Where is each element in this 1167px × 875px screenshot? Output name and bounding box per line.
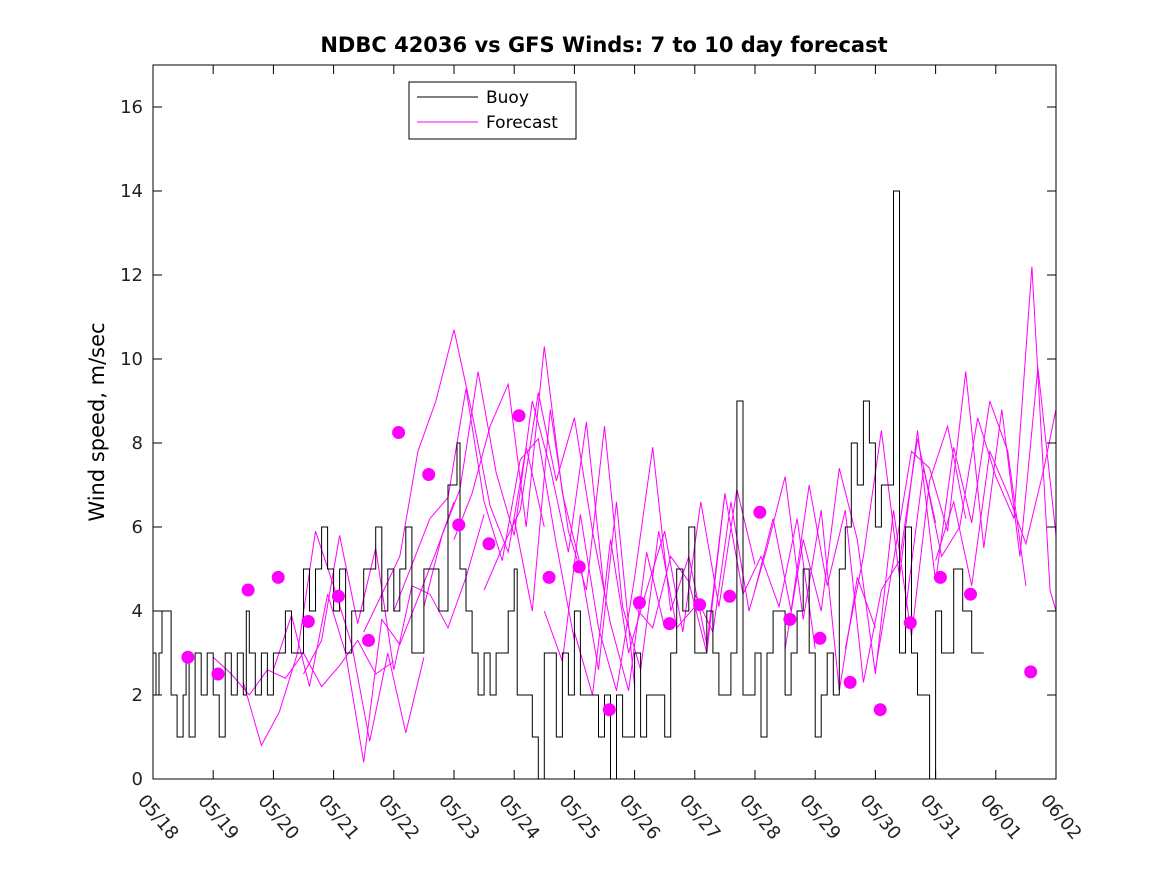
- x-tick-label-7: 05/25: [555, 791, 604, 844]
- buoy-series-line: [153, 190, 984, 780]
- x-tick-label-8: 05/26: [615, 791, 664, 844]
- x-tick-label-3: 05/21: [314, 791, 363, 844]
- x-tick-label-14: 06/01: [976, 791, 1025, 844]
- forecast-marker-5: [301, 615, 315, 628]
- forecast-run-line-9: [483, 392, 666, 691]
- forecast-marker-18: [693, 598, 707, 612]
- x-tick-label-6: 05/24: [494, 791, 543, 844]
- forecast-marker-9: [422, 468, 436, 481]
- forecast-marker-25: [903, 616, 917, 630]
- forecast-marker-21: [783, 612, 797, 626]
- x-tick-label-9: 05/27: [675, 791, 724, 844]
- forecast-marker-22: [813, 631, 827, 645]
- forecast-run-line-20: [935, 409, 1057, 586]
- y-tick-label-8: 8: [132, 433, 143, 454]
- forecast-run-line-15: [754, 438, 937, 683]
- forecast-marker-11: [482, 537, 496, 551]
- forecast-run-line-12: [573, 489, 756, 696]
- axes-frame: [152, 64, 1057, 780]
- forecast-run-line-7: [423, 371, 605, 607]
- forecast-marker-16: [632, 596, 646, 610]
- forecast-marker-15: [602, 703, 616, 717]
- x-tick-label-0: 05/18: [133, 791, 182, 844]
- forecast-run-line-13: [634, 493, 816, 654]
- forecast-run-line-8: [453, 346, 636, 687]
- y-tick-label-14: 14: [120, 181, 143, 202]
- forecast-marker-17: [663, 617, 676, 631]
- x-tick-label-13: 05/31: [916, 791, 965, 844]
- legend-forecast-label: Forecast: [486, 113, 558, 133]
- y-tick-label-6: 6: [132, 517, 143, 538]
- y-tick-label-10: 10: [120, 349, 143, 370]
- y-axis-label: Wind speed, m/sec: [85, 322, 109, 521]
- forecast-marker-26: [933, 570, 947, 584]
- forecast-marker-2: [211, 667, 225, 681]
- x-tick-label-2: 05/20: [254, 791, 303, 844]
- y-tick-label-0: 0: [132, 769, 143, 790]
- forecast-run-line-10: [513, 409, 696, 670]
- y-tick-label-12: 12: [120, 265, 143, 286]
- x-tick-label-10: 05/28: [735, 791, 784, 844]
- y-tick-label-2: 2: [132, 685, 143, 706]
- forecast-marker-4: [271, 570, 285, 584]
- forecast-marker-24: [873, 703, 887, 717]
- x-tick-label-4: 05/22: [374, 791, 423, 844]
- forecast-run-line-18: [874, 367, 1057, 670]
- x-tick-label-5: 05/23: [434, 791, 483, 844]
- x-tick-label-15: 06/02: [1036, 791, 1085, 844]
- chart-title: NDBC 42036 vs GFS Winds: 7 to 10 day for…: [320, 33, 887, 57]
- forecast-marker-27: [964, 587, 977, 601]
- forecast-marker-28: [1024, 665, 1038, 679]
- forecast-marker-1: [181, 650, 195, 664]
- x-tick-label-1: 05/19: [193, 791, 242, 844]
- y-tick-label-16: 16: [120, 97, 143, 118]
- plot-area: [153, 190, 1057, 780]
- forecast-run-line-14: [694, 476, 876, 691]
- y-tick-label-4: 4: [132, 601, 143, 622]
- legend: Buoy Forecast: [408, 81, 577, 140]
- forecast-marker-3: [241, 583, 255, 597]
- forecast-marker-14: [572, 560, 586, 574]
- x-tick-label-12: 05/30: [856, 791, 905, 844]
- legend-box: [408, 81, 577, 140]
- forecast-marker-23: [843, 675, 857, 689]
- forecast-marker-19: [723, 589, 737, 603]
- forecast-marker-8: [392, 426, 406, 439]
- forecast-run-line-16: [784, 424, 967, 675]
- legend-buoy-label: Buoy: [486, 88, 529, 108]
- x-tick-label-11: 05/29: [795, 791, 844, 844]
- forecast-marker-6: [331, 589, 345, 603]
- forecast-marker-12: [512, 409, 526, 423]
- forecast-run-line-19: [905, 266, 1057, 612]
- forecast-marker-13: [542, 570, 556, 584]
- forecast-marker-10: [452, 518, 466, 532]
- forecast-marker-7: [362, 633, 375, 647]
- forecast-marker-20: [753, 505, 767, 519]
